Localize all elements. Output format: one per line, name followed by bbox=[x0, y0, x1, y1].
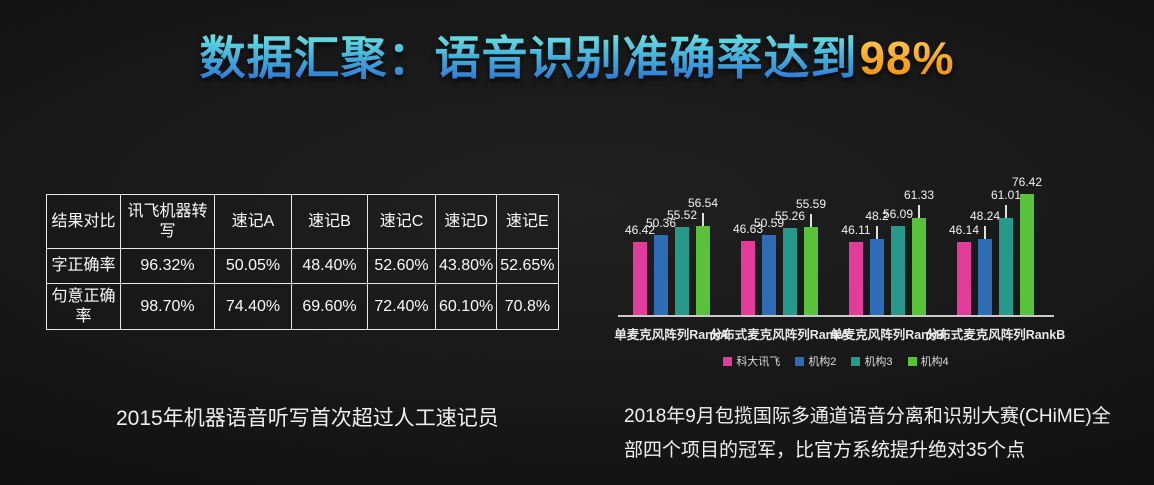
table-cell: 96.32% bbox=[120, 248, 215, 284]
legend-item: 机构3 bbox=[851, 353, 893, 369]
right-caption: 2018年9月包揽国际多通道语音分离和识别大赛(CHiME)全部四个项目的冠军，… bbox=[624, 406, 1111, 461]
legend-swatch bbox=[795, 356, 805, 366]
bar-value-label: 46.42 bbox=[624, 223, 656, 237]
bar-value-label: 46.63 bbox=[732, 222, 764, 236]
legend-swatch bbox=[851, 356, 861, 366]
bar bbox=[675, 227, 689, 316]
table-cell: 98.70% bbox=[120, 283, 215, 330]
bar-value-label: 55.26 bbox=[774, 209, 806, 223]
table-header-cell: 速记D bbox=[434, 194, 498, 249]
bar-whisker bbox=[702, 213, 704, 226]
table-header-cell: 讯飞机器转写 bbox=[120, 194, 215, 249]
bar bbox=[891, 226, 905, 316]
bar-value-label: 48.24 bbox=[969, 209, 1001, 223]
bar-value-label: 46.14 bbox=[948, 223, 980, 237]
table-cell: 52.65% bbox=[496, 248, 559, 284]
table-row: 字正确率 96.32% 50.05% 48.40% 52.60% 43.80% 52.65% bbox=[46, 248, 559, 284]
table-head: 结果对比 讯飞机器转写 速记A 速记B 速记C 速记D 速记E bbox=[46, 194, 559, 249]
bar-whisker bbox=[984, 226, 986, 239]
legend-item: 机构2 bbox=[795, 353, 836, 369]
title-text: 数据汇聚：语音识别准确率达到 bbox=[199, 32, 858, 84]
bar bbox=[783, 228, 797, 316]
legend-label: 机构2 bbox=[808, 356, 837, 368]
bar-value-label: 55.59 bbox=[795, 197, 827, 211]
bar bbox=[912, 218, 926, 316]
bar-value-label: 48.2 bbox=[865, 209, 889, 223]
x-axis-label: 分布式麦克风阵列RankA bbox=[709, 328, 850, 342]
table-cell: 48.40% bbox=[291, 248, 368, 284]
bar-whisker bbox=[876, 226, 878, 239]
legend-item: 机构4 bbox=[907, 353, 949, 369]
bar-value-label: 50.36 bbox=[645, 216, 677, 230]
legend-label: 机构4 bbox=[920, 356, 949, 368]
bar bbox=[633, 242, 647, 316]
bar-value-label: 46.11 bbox=[841, 223, 871, 237]
bar-value-label: 61.01 bbox=[990, 188, 1022, 202]
bar-value-label: 56.54 bbox=[687, 196, 719, 210]
table-cell: 70.8% bbox=[496, 283, 559, 330]
table-body: 字正确率 96.32% 50.05% 48.40% 52.60% 43.80% 52.65%… bbox=[46, 248, 559, 330]
table-row-header-cell: 句意正确率 bbox=[46, 283, 121, 330]
bar-whisker bbox=[918, 205, 920, 218]
bar-value-label: 61.33 bbox=[903, 188, 935, 202]
x-axis-label: 单麦克风阵列RankA bbox=[614, 328, 729, 342]
bar bbox=[654, 235, 668, 316]
bar bbox=[999, 218, 1013, 316]
bar-value-label: 56.09 bbox=[882, 207, 914, 221]
table-cell: 52.60% bbox=[367, 248, 436, 284]
bar-value-label: 55.52 bbox=[666, 208, 698, 222]
bar bbox=[849, 242, 863, 316]
bar bbox=[870, 239, 884, 316]
table-row-header-cell: 字正确率 bbox=[46, 248, 121, 284]
x-axis-label: 分布式麦克风阵列RankB bbox=[925, 328, 1066, 342]
legend-item: 科大讯飞 bbox=[723, 353, 780, 369]
legend-label: 科大讯飞 bbox=[736, 356, 781, 368]
bar bbox=[741, 241, 755, 316]
bar bbox=[978, 239, 992, 316]
x-axis-line bbox=[618, 315, 1054, 317]
bar-whisker bbox=[810, 214, 812, 227]
bar-value-label: 50.59 bbox=[753, 216, 785, 230]
table-header-cell: 速记E bbox=[496, 194, 559, 249]
legend-swatch bbox=[907, 356, 917, 366]
table-cell: 50.05% bbox=[214, 248, 292, 284]
bar bbox=[957, 242, 971, 316]
table-header-cell: 结果对比 bbox=[46, 194, 121, 249]
table-header-cell: 速记C bbox=[367, 194, 436, 249]
comparison-table: 结果对比 讯飞机器转写 速记A 速记B 速记C 速记D 速记E 字正确率 96.32% 50.0… bbox=[46, 194, 559, 330]
table-cell: 69.60% bbox=[291, 283, 368, 330]
chart-legend: 科大讯飞 机构2 机构3 机构4 bbox=[618, 353, 1054, 369]
table-cell: 74.40% bbox=[214, 283, 292, 330]
x-axis-label: 单麦克风阵列RankB bbox=[830, 328, 945, 342]
legend-swatch bbox=[723, 356, 733, 366]
bar-value-label: 76.42 bbox=[1011, 175, 1043, 189]
title-highlight-98-percent: 98% bbox=[859, 32, 955, 84]
table-header-cell: 速记A bbox=[214, 194, 292, 249]
bar bbox=[762, 235, 776, 316]
table-row: 句意正确率 98.70% 74.40% 69.60% 72.40% 60.10% 70.8% bbox=[46, 283, 559, 330]
table-header-row: 结果对比 讯飞机器转写 速记A 速记B 速记C 速记D 速记E bbox=[46, 194, 559, 249]
chart-plot-area: 46.42 50.36 55.52 56.54 46.63 50.59 55.26 55.59… bbox=[600, 150, 1154, 316]
table-header-cell: 速记B bbox=[291, 194, 368, 249]
bar-chart: 46.42 50.36 55.52 56.54 46.63 50.59 55.26 55.59… bbox=[600, 150, 1154, 390]
bar bbox=[1020, 194, 1034, 316]
table-cell: 43.80% bbox=[434, 248, 498, 284]
legend-label: 机构3 bbox=[864, 356, 893, 368]
table-cell: 60.10% bbox=[434, 283, 498, 330]
left-caption: 2015年机器语音听写首次超过人工速记员 bbox=[116, 407, 499, 430]
slide-title: 数据汇聚：语音识别准确率达到98% bbox=[0, 22, 1154, 88]
bar bbox=[804, 227, 818, 316]
bar bbox=[696, 226, 710, 316]
bar-whisker bbox=[1005, 205, 1007, 218]
table-cell: 72.40% bbox=[367, 283, 436, 330]
